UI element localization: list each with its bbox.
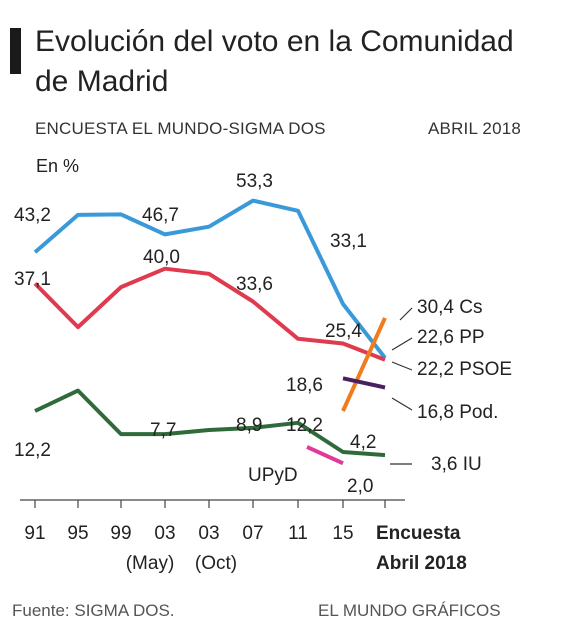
series-line-psoe	[33, 266, 386, 362]
y-axis-label: En %	[36, 156, 79, 176]
data-label: 33,1	[330, 231, 367, 252]
series-line-cs	[341, 317, 387, 412]
x-tick-label: Encuesta	[376, 523, 461, 544]
data-label: 4,2	[350, 432, 376, 453]
legend-entry-pp: 22,6 PP	[417, 327, 485, 348]
x-tick-label: 11	[288, 523, 308, 544]
legend-leader	[391, 397, 413, 411]
data-label: 2,0	[347, 476, 373, 497]
data-label: 53,3	[236, 171, 273, 192]
data-labels: 43,2 46,7 53,3 33,1 37,1 40,0 33,6 25,4 12,2 7,7 8…	[14, 171, 376, 497]
legend: 30,4 Cs 22,6 PP 22,2 PSOE 16,8 Pod. 3,6 IU	[390, 297, 512, 475]
legend-leader	[399, 307, 413, 321]
series-line-iu	[34, 388, 386, 458]
legend-entry-pod: 16,8 Pod.	[417, 402, 498, 423]
x-tick-label: 03	[154, 523, 175, 544]
x-tick-label: 03	[198, 523, 219, 544]
x-tick-label: 95	[67, 523, 88, 544]
credit-note: EL MUNDO GRÁFICOS	[318, 601, 501, 620]
data-label: 25,4	[325, 321, 362, 342]
legend-entry-cs: 30,4 Cs	[417, 297, 482, 318]
data-label: 43,2	[14, 205, 51, 226]
series-line-upyd	[306, 445, 344, 466]
data-label: 40,0	[143, 247, 180, 268]
chart-date: ABRIL 2018	[428, 119, 522, 138]
source-note: Fuente: SIGMA DOS.	[12, 601, 175, 620]
legend-entry-psoe: 22,2 PSOE	[417, 359, 512, 380]
series-line-pp	[33, 198, 387, 360]
x-tick-sublabel: (Oct)	[195, 553, 237, 574]
x-axis: 91 95 99 03 (May) 03 (Oct)07 11 15 Encuesta Abril …	[20, 499, 467, 574]
data-label: 7,7	[150, 420, 176, 441]
data-label: 8,9	[236, 415, 262, 436]
legend-leader	[391, 361, 413, 371]
data-label: UPyD	[248, 465, 298, 486]
series-lines	[33, 198, 387, 466]
legend-entry-iu: 3,6 IU	[431, 454, 482, 475]
chart-title: Evolución del voto en la Comunidad de Ma…	[35, 25, 514, 98]
series-line-pod	[342, 376, 386, 390]
title-bar	[10, 28, 21, 74]
data-label: 18,6	[286, 375, 323, 396]
x-tick-sublabel: Abril 2018	[376, 553, 467, 574]
data-label: 12,2	[286, 415, 323, 436]
x-tick-label: 15	[332, 523, 353, 544]
x-tick-sublabel: (May)	[126, 553, 175, 574]
legend-leader	[391, 337, 413, 351]
x-tick-label: 07	[242, 523, 263, 544]
data-label: 46,7	[142, 205, 179, 226]
data-label: 12,2	[14, 440, 51, 461]
data-label: 37,1	[14, 269, 51, 290]
data-label: 33,6	[236, 274, 273, 295]
x-tick-label: 91	[24, 523, 45, 544]
chart-subtitle: ENCUESTA EL MUNDO-SIGMA DOS	[35, 119, 326, 138]
x-tick-label: 99	[110, 523, 131, 544]
